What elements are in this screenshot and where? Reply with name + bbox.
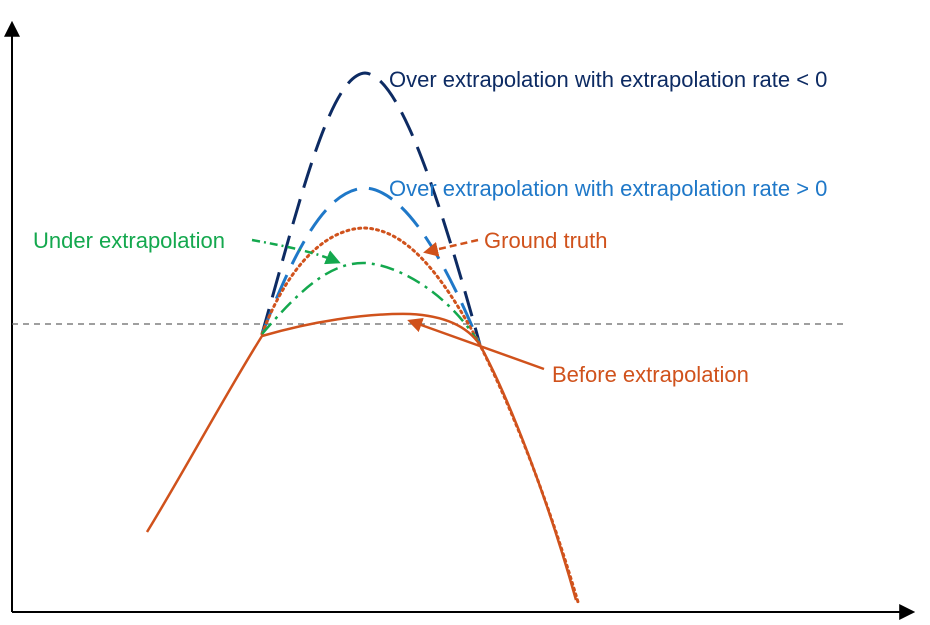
curve-over-extrapolation-negative: [260, 71, 482, 346]
curve-under-extrapolation: [261, 261, 482, 346]
label-over-extrapolation-negative: Over extrapolation with extrapolation ra…: [389, 67, 827, 92]
curve-ground-truth: [260, 226, 580, 604]
curve-over-extrapolation-positive: [260, 186, 482, 346]
ground-truth-arrow: [423, 238, 479, 257]
label-over-extrapolation-positive: Over extrapolation with extrapolation ra…: [389, 176, 827, 201]
label-under-extrapolation: Under extrapolation: [33, 228, 225, 253]
label-ground-truth: Ground truth: [484, 228, 608, 253]
before-extrapolation-arrow: [407, 317, 545, 371]
label-before-extrapolation: Before extrapolation: [552, 362, 749, 387]
curve-before-extrapolation: [145, 312, 578, 601]
